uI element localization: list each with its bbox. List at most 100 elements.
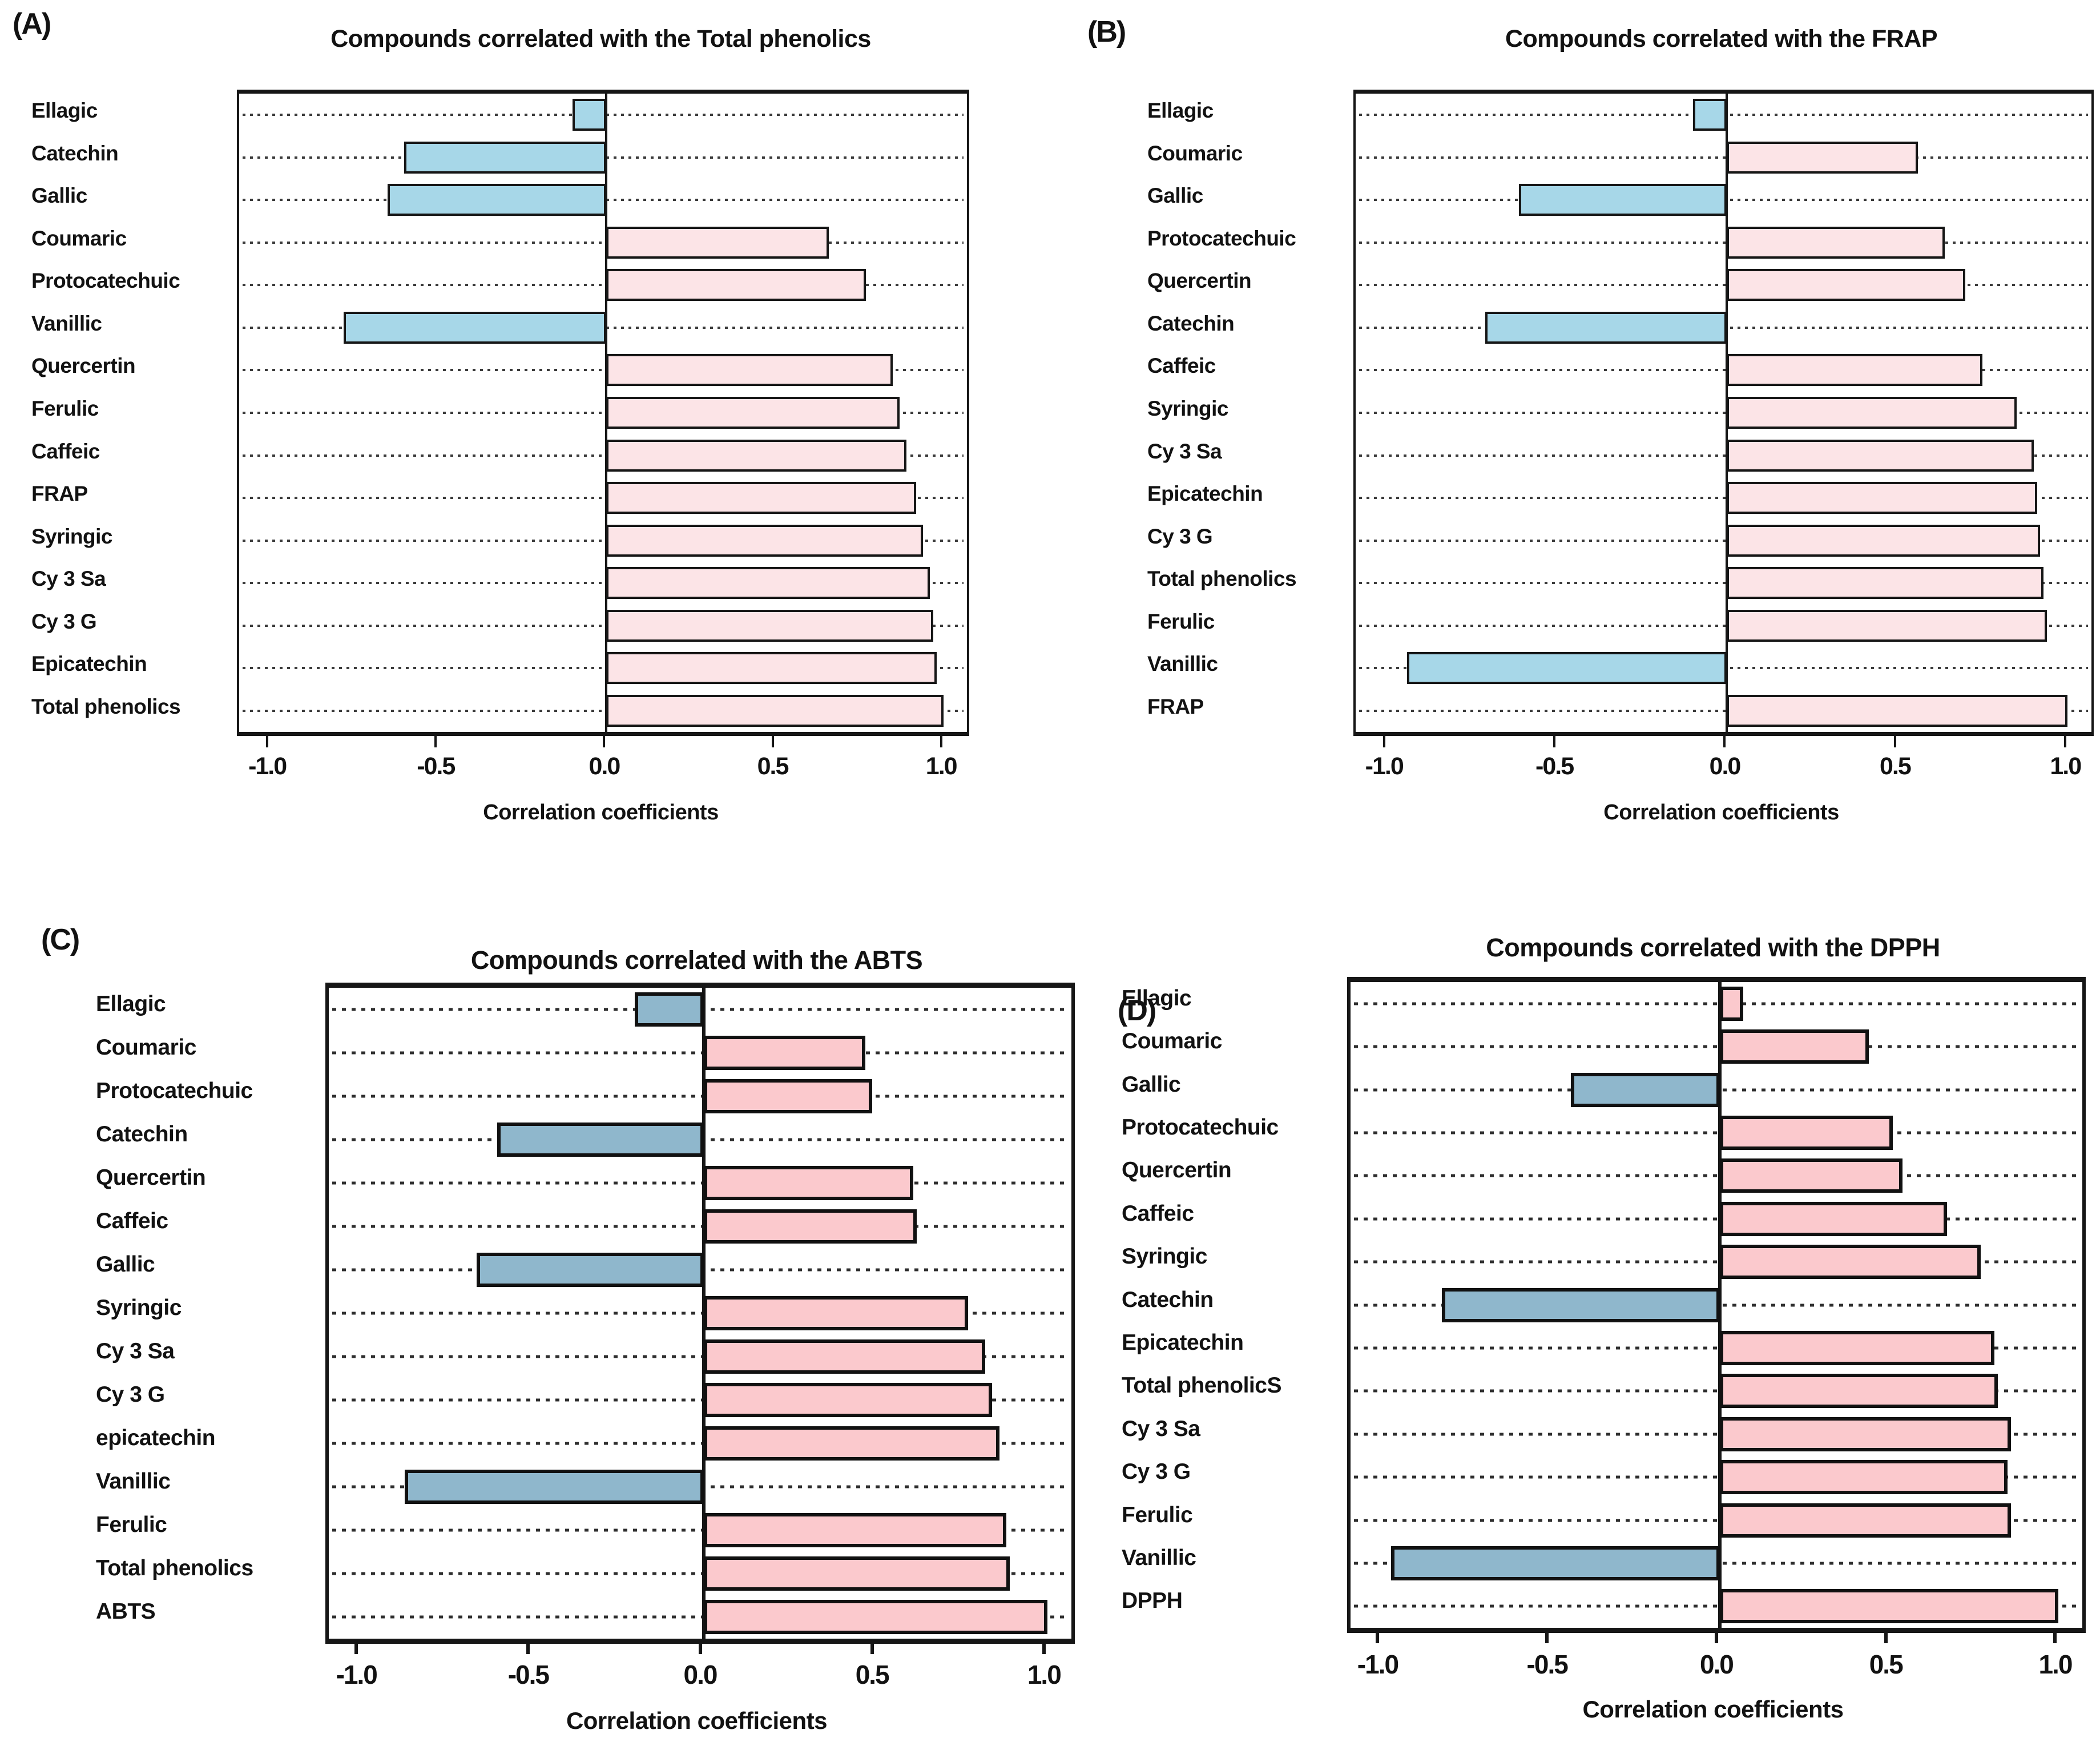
gridline-dotted [1359,241,2088,244]
y-tick-label: Epicatechin [31,652,147,676]
bar-row [1356,562,2091,605]
bar-row [1356,689,2091,732]
bar-row [239,264,967,307]
x-tick-mark [434,732,437,747]
bar-row [1351,1585,2082,1628]
y-tick-label: Cy 3 G [1147,524,1213,548]
bar-vanillic [343,311,607,344]
bar-row [1356,519,2091,562]
x-tick-label: 0.0 [1709,753,1742,780]
y-tick-label: Ferulic [31,396,99,420]
y-tick-label: Caffeic [31,439,100,463]
gridline-dotted [332,1528,1068,1532]
bar-gallic [1570,1072,1720,1107]
bar-row [1351,1499,2082,1542]
y-tick-label: Cy 3 Sa [1147,439,1222,463]
gridline-dotted [243,497,964,500]
bar-quercertin [1719,1158,1903,1193]
y-tick-label: Catechin [96,1122,188,1146]
y-tick-label: Caffeic [1147,354,1216,378]
gridline-dotted [243,284,964,287]
x-tick-label: 0.5 [1869,1650,1904,1679]
y-tick-label: Vanillic [1147,652,1218,676]
bar-ferulic [1719,1503,2012,1538]
gridline-dotted [332,1615,1068,1619]
gridline-dotted [243,411,964,414]
panel-letter: (D) [1118,994,1156,1027]
bar-syringic [703,1296,969,1330]
bar-row [239,434,967,477]
y-tick-label: Ellagic [1122,985,1192,1011]
y-tick-label: Quercertin [31,354,136,378]
bar-row [329,1508,1071,1552]
bar-row [1356,136,2091,179]
bar-total-phenolics [703,1556,1010,1591]
bar-gallic [1519,184,1727,216]
gridline-dotted [1354,1217,2079,1221]
y-tick-label: FRAP [1147,694,1204,718]
x-axis-title: Correlation coefficients [483,800,719,824]
bar-gallic [387,184,607,216]
x-tick-label: 0.5 [1879,753,1912,780]
gridline-dotted [243,582,964,585]
y-tick-label: Vanillic [1122,1545,1196,1570]
x-tick-label: -1.0 [248,753,287,780]
bar-abts [703,1600,1047,1634]
bar-protocatechuic [703,1079,872,1113]
bar-row [1351,1284,2082,1326]
bar-row [1351,1370,2082,1413]
gridline-dotted [332,1051,1068,1055]
bar-row [329,1595,1071,1639]
bar-epicatechin [703,1426,999,1461]
y-tick-label: Gallic [96,1252,155,1277]
gridline-dotted [1354,1002,2079,1005]
x-tick-label: -1.0 [1357,1650,1399,1679]
bar-ellagic [573,99,607,131]
bar-row [1351,1326,2082,1369]
bar-total-phenolics [1727,567,2044,600]
plot-area [1353,90,2094,736]
y-tick-label: Gallic [1147,184,1203,208]
gridline-dotted [1354,1174,2079,1177]
y-tick-label: Protocatechuic [1147,226,1296,250]
y-tick-label: DPPH [1122,1588,1183,1614]
plot-area [325,983,1075,1644]
x-tick-label: 0.0 [683,1660,718,1689]
x-tick-mark [1382,732,1385,747]
bar-row [329,1335,1071,1378]
bar-coumaric [1719,1029,1869,1064]
chart-title: Compounds correlated with the Total phen… [330,25,871,53]
x-tick-mark [1714,1628,1718,1643]
y-tick-label: Quercertin [96,1165,206,1190]
y-tick-label: Caffeic [96,1209,168,1233]
bar-row [239,392,967,435]
y-tick-label: Vanillic [31,311,102,335]
bar-row [239,136,967,179]
x-tick-label: 0.0 [589,753,621,780]
bar-row [1351,1111,2082,1154]
chart-title: Compounds correlated with the FRAP [1505,25,1938,53]
gridline-dotted [1359,582,2088,585]
gridline-dotted [1359,624,2088,627]
bar-row [1356,647,2091,690]
gridline-dotted [1359,284,2088,287]
bar-coumaric [606,226,829,259]
bar-caffeic [1719,1201,1947,1236]
bar-row [239,222,967,264]
x-tick-label: -0.5 [417,753,456,780]
bar-row [239,307,967,349]
y-tick-label: Cy 3 Sa [31,567,106,591]
bar-vanillic [404,1470,704,1504]
bar-row [1356,307,2091,349]
gridline-dotted [1359,369,2088,372]
x-tick-mark [266,732,269,747]
x-tick-label: -0.5 [1535,753,1574,780]
x-tick-mark [1376,1628,1380,1643]
bar-total-phenolics [1719,1374,1998,1409]
x-tick-label: 1.0 [2050,753,2082,780]
bar-protocatechuic [1727,226,1945,259]
y-tick-label: Total phenolics [1147,567,1297,591]
bar-quercertin [703,1166,913,1200]
